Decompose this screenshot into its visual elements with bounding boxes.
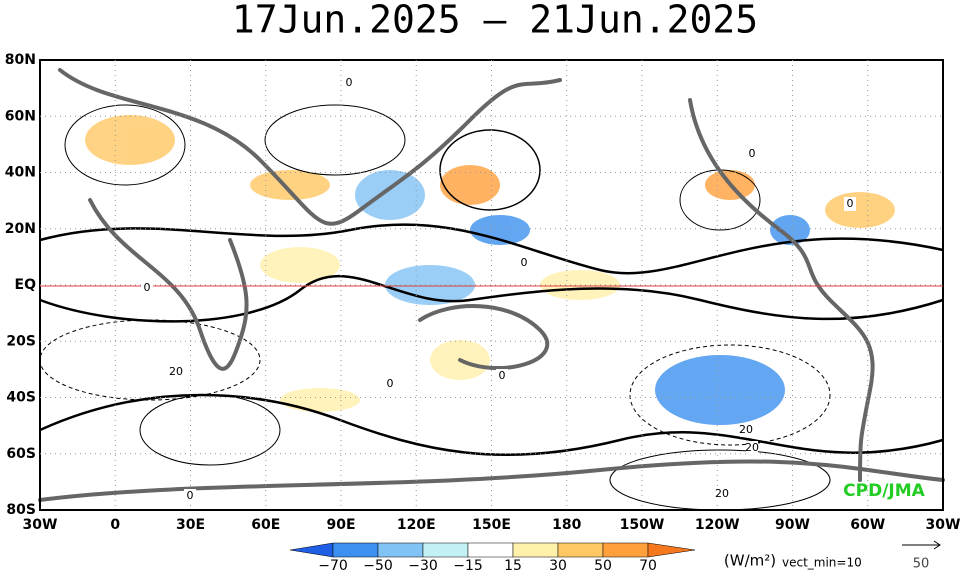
lon-label: 90E	[326, 517, 355, 533]
lon-label: 30W	[926, 517, 961, 533]
colorbar-box	[377, 542, 424, 558]
colorbar-label: 70	[639, 558, 657, 574]
colorbar-box	[332, 542, 379, 558]
contour-label: 0	[187, 489, 194, 502]
contour-label-bg	[740, 423, 752, 437]
reference-arrowhead	[933, 540, 941, 550]
contour-label-bg	[518, 256, 530, 270]
reference-vector-label: 50	[913, 557, 930, 572]
colorbar-label: −30	[408, 558, 438, 574]
colorbar-end	[289, 542, 334, 558]
lon-label: 120E	[397, 517, 436, 533]
contour-label: 0	[749, 147, 756, 160]
lat-label: 80N	[5, 52, 36, 68]
lat-label: 60S	[6, 446, 36, 462]
anomaly-shading	[85, 115, 895, 425]
colorbar-box	[557, 542, 604, 558]
coastlines	[38, 68, 945, 502]
colorbar-box	[467, 542, 514, 558]
lat-label: 20N	[5, 221, 36, 237]
contour-label-bg	[496, 369, 508, 383]
contour-label-bg	[141, 281, 153, 295]
credit: CPD/JMA	[843, 481, 925, 501]
lat-label: 40S	[6, 390, 36, 406]
lon-label: 0	[110, 517, 120, 533]
contour-label: 0	[847, 197, 854, 210]
contour-label: 20	[169, 365, 183, 378]
colorbar-box	[422, 542, 469, 558]
contour-label: 0	[499, 369, 506, 382]
contour-label: 0	[346, 76, 353, 89]
colorbar-end	[647, 542, 696, 558]
lat-label: 80S	[6, 502, 36, 518]
unit-label: (W/m²)	[724, 552, 776, 570]
contour-label: 20	[745, 441, 759, 454]
lon-label: 150W	[620, 517, 665, 533]
colorbar-label: −50	[363, 558, 393, 574]
colorbar-label: −15	[453, 558, 483, 574]
colorbar-box	[512, 542, 559, 558]
lon-label: 60W	[850, 517, 885, 533]
lat-label: 60N	[5, 108, 36, 124]
lat-label: 20S	[6, 333, 36, 349]
colorbar-box	[602, 542, 649, 558]
contour-label-bg	[343, 76, 355, 90]
lat-label: EQ	[15, 277, 37, 293]
lon-label: 180	[552, 517, 581, 533]
contour-label-bg	[746, 147, 758, 161]
lon-label: 120W	[695, 517, 740, 533]
contour-label: 0	[521, 256, 528, 269]
colorbar-label: 15	[504, 558, 522, 574]
lon-label: 150E	[472, 517, 511, 533]
contour-label-bg	[716, 487, 728, 501]
lon-label: 30E	[176, 517, 205, 533]
lat-label: 40N	[5, 165, 36, 181]
contour-label-bg	[384, 377, 396, 391]
colorbar-label: 30	[549, 558, 567, 574]
contour-label: 0	[144, 281, 151, 294]
contour-label-bg	[844, 197, 856, 211]
colorbar-label: −70	[318, 558, 348, 574]
vector-note: vect_min=10	[782, 556, 862, 570]
title: 17Jun.2025 – 21Jun.2025	[232, 0, 758, 42]
lon-label: 90W	[775, 517, 810, 533]
contour-label: 20	[715, 487, 729, 500]
contour-label: 20	[739, 423, 753, 436]
contour-label-bg	[170, 365, 182, 379]
contour-label-bg	[184, 489, 196, 503]
lon-label: 60E	[251, 517, 280, 533]
contour-label: 0	[387, 377, 394, 390]
contour-label-bg	[746, 441, 758, 455]
lon-label: 30W	[23, 517, 58, 533]
colorbar-label: 50	[594, 558, 612, 574]
